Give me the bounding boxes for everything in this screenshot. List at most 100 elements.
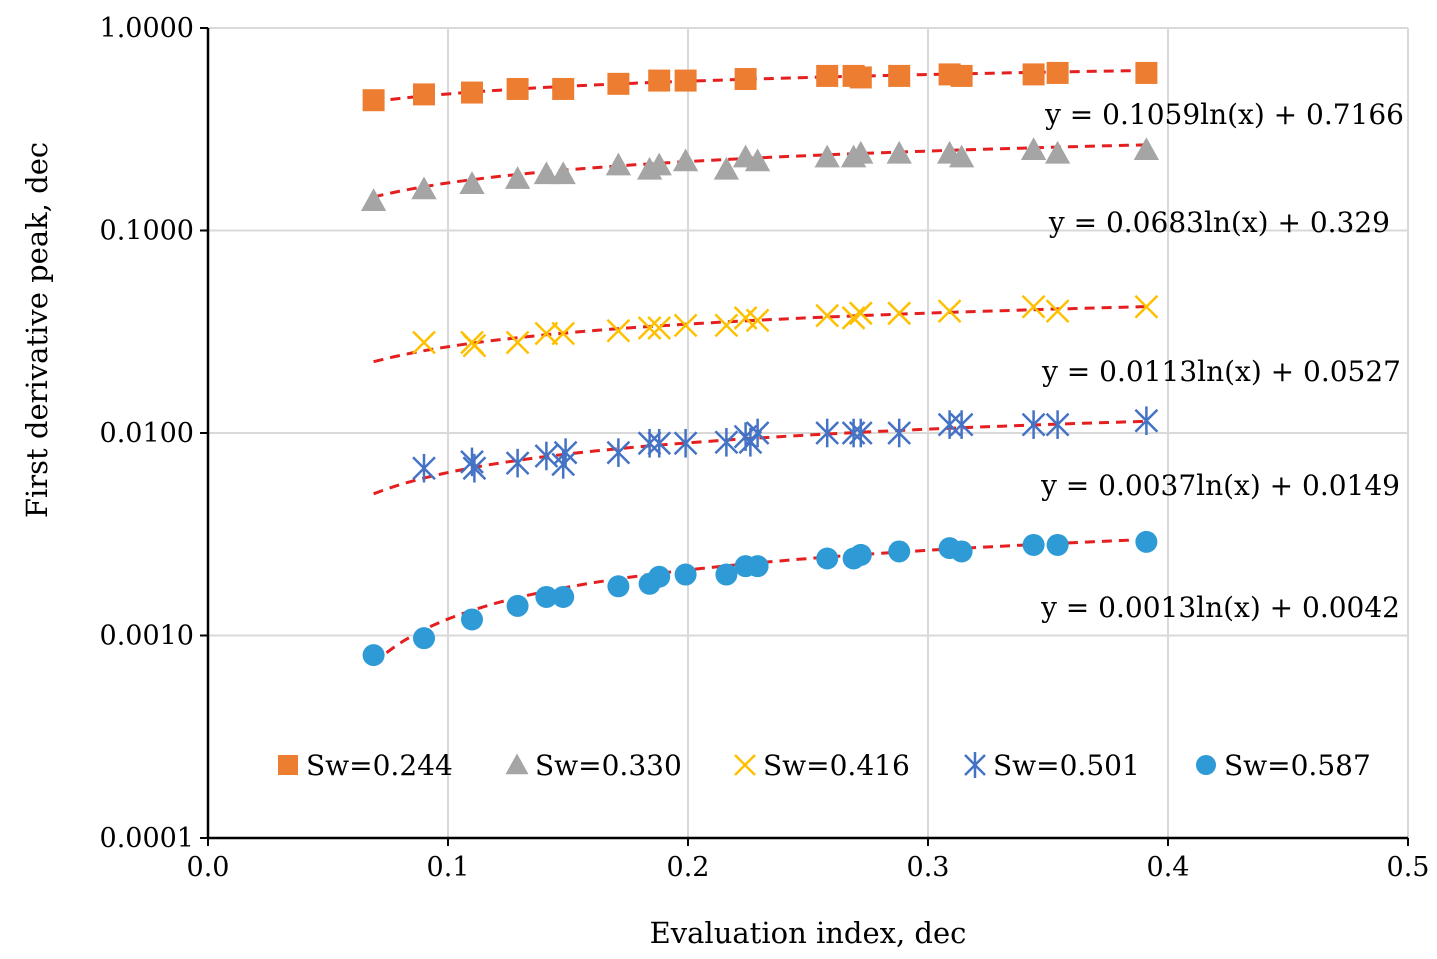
trendline-sw-0-416 [373,305,1147,364]
data-point-sw-0-244 [849,66,872,89]
y-tick-label: 0.1000 [100,216,194,247]
marker-stroke [937,299,962,323]
marker-stroke [505,330,530,355]
data-point-sw-0-587 [888,540,911,563]
data-point-sw-0-330 [744,148,771,172]
data-point-sw-0-587 [1046,533,1069,556]
data-point-sw-0-416 [848,301,873,326]
data-point-sw-0-587 [461,608,483,631]
marker-stroke [673,313,698,338]
trendline-layer [372,68,1147,666]
data-point-sw-0-501 [937,410,962,439]
data-point-sw-0-501 [848,418,873,448]
data-point-sw-0-587 [746,555,769,578]
data-point-sw-0-587 [849,543,872,566]
legend-label-sw-0-244: Sw=0.244 [306,749,453,782]
data-point-sw-0-330 [1020,137,1047,161]
data-point-sw-0-587 [950,540,973,563]
data-point-sw-0-501 [1045,410,1070,439]
data-point-sw-0-587 [648,565,671,588]
data-point-sw-0-330 [411,176,437,200]
trendline-equation-sw-0-501: y = 0.0037ln(x) + 0.0149 [1040,469,1400,502]
marker-stroke [647,316,672,340]
data-point-sw-0-501 [647,428,672,458]
marker-layer [360,61,1160,667]
grid-layer [208,27,1409,838]
x-tick-label: 0.3 [907,852,950,883]
data-point-sw-0-416 [815,303,840,328]
data-point-sw-0-244 [1046,61,1069,84]
data-point-sw-0-587 [607,575,630,598]
data-point-sw-0-587 [413,627,435,650]
data-point-sw-0-416 [1134,294,1159,319]
data-point-sw-0-330 [605,152,632,176]
marker-stroke [412,330,436,355]
data-point-sw-0-244 [413,83,435,106]
data-point-sw-0-501 [949,410,974,439]
data-point-sw-0-501 [887,418,912,448]
legend-marker-sw-0-416 [734,754,756,776]
trendline-equation-sw-0-416: y = 0.0113ln(x) + 0.0527 [1041,355,1401,388]
legend-marker-sw-0-501 [964,752,986,778]
data-point-sw-0-244 [888,64,911,87]
marker-stroke [462,333,487,358]
legend-label-sw-0-501: Sw=0.501 [993,749,1140,782]
marker-stroke [714,313,739,338]
marker-stroke [1134,294,1159,319]
legend-label-sw-0-416: Sw=0.416 [763,749,910,782]
marker-stroke [887,301,912,326]
data-point-sw-0-501 [534,441,559,471]
marker-stroke [637,316,662,340]
legend-marker-sw-0-587 [1196,755,1216,775]
data-point-sw-0-416 [714,313,739,338]
marker-stroke [733,306,758,330]
y-tick-label: 1.0000 [100,13,194,44]
data-point-sw-0-244 [648,69,671,92]
data-point-sw-0-501 [462,453,487,483]
axis-layer: 0.0 0.1 0.2 0.3 0.4 0.5 0.0001 0.0010 0.0100 0.10… [100,13,1430,883]
data-point-sw-0-501 [1021,410,1046,439]
trendline-sw-0-501 [373,419,1147,496]
data-point-sw-0-330 [1044,140,1071,164]
data-point-sw-0-244 [506,77,529,100]
data-point-sw-0-587 [506,594,529,617]
data-point-sw-0-416 [534,321,559,346]
legend-marker-sw-0-330 [505,753,529,775]
data-point-sw-0-501 [1134,406,1159,436]
y-tick-label: 0.0100 [100,418,194,449]
trendline-sw-0-587 [372,538,1147,666]
data-point-sw-0-416 [505,330,530,355]
data-point-sw-0-501 [815,418,840,448]
data-point-sw-0-244 [674,69,697,92]
data-point-sw-0-330 [1133,137,1160,161]
data-point-sw-0-416 [637,316,662,340]
trendline-sw-0-330 [373,143,1147,199]
x-tick-label: 0.5 [1387,852,1430,883]
marker-stroke [848,301,873,326]
data-point-sw-0-244 [362,89,385,112]
marker-stroke [841,306,866,330]
legend-label-sw-0-587: Sw=0.587 [1224,749,1371,782]
data-point-sw-0-501 [673,428,698,458]
data-point-sw-0-416 [1045,299,1070,323]
data-point-sw-0-416 [647,316,672,340]
data-point-sw-0-587 [552,585,575,608]
x-tick-label: 0.0 [187,852,230,883]
marker-stroke [734,754,756,776]
data-point-sw-0-330 [646,152,672,176]
marker-stroke [815,303,840,328]
data-point-sw-0-416 [937,299,962,323]
data-point-sw-0-416 [841,306,866,330]
y-tick-label: 0.0010 [100,621,194,652]
data-point-sw-0-416 [673,313,698,338]
data-point-sw-0-587 [715,563,738,586]
x-axis-title: Evaluation index, dec [650,916,967,950]
data-point-sw-0-587 [535,585,558,608]
data-point-sw-0-416 [1021,294,1046,319]
y-tick-label: 0.0001 [100,823,194,854]
data-point-sw-0-587 [1135,530,1158,553]
data-point-sw-0-330 [848,140,874,164]
y-axis-title: First derivative peak, dec [20,142,54,518]
